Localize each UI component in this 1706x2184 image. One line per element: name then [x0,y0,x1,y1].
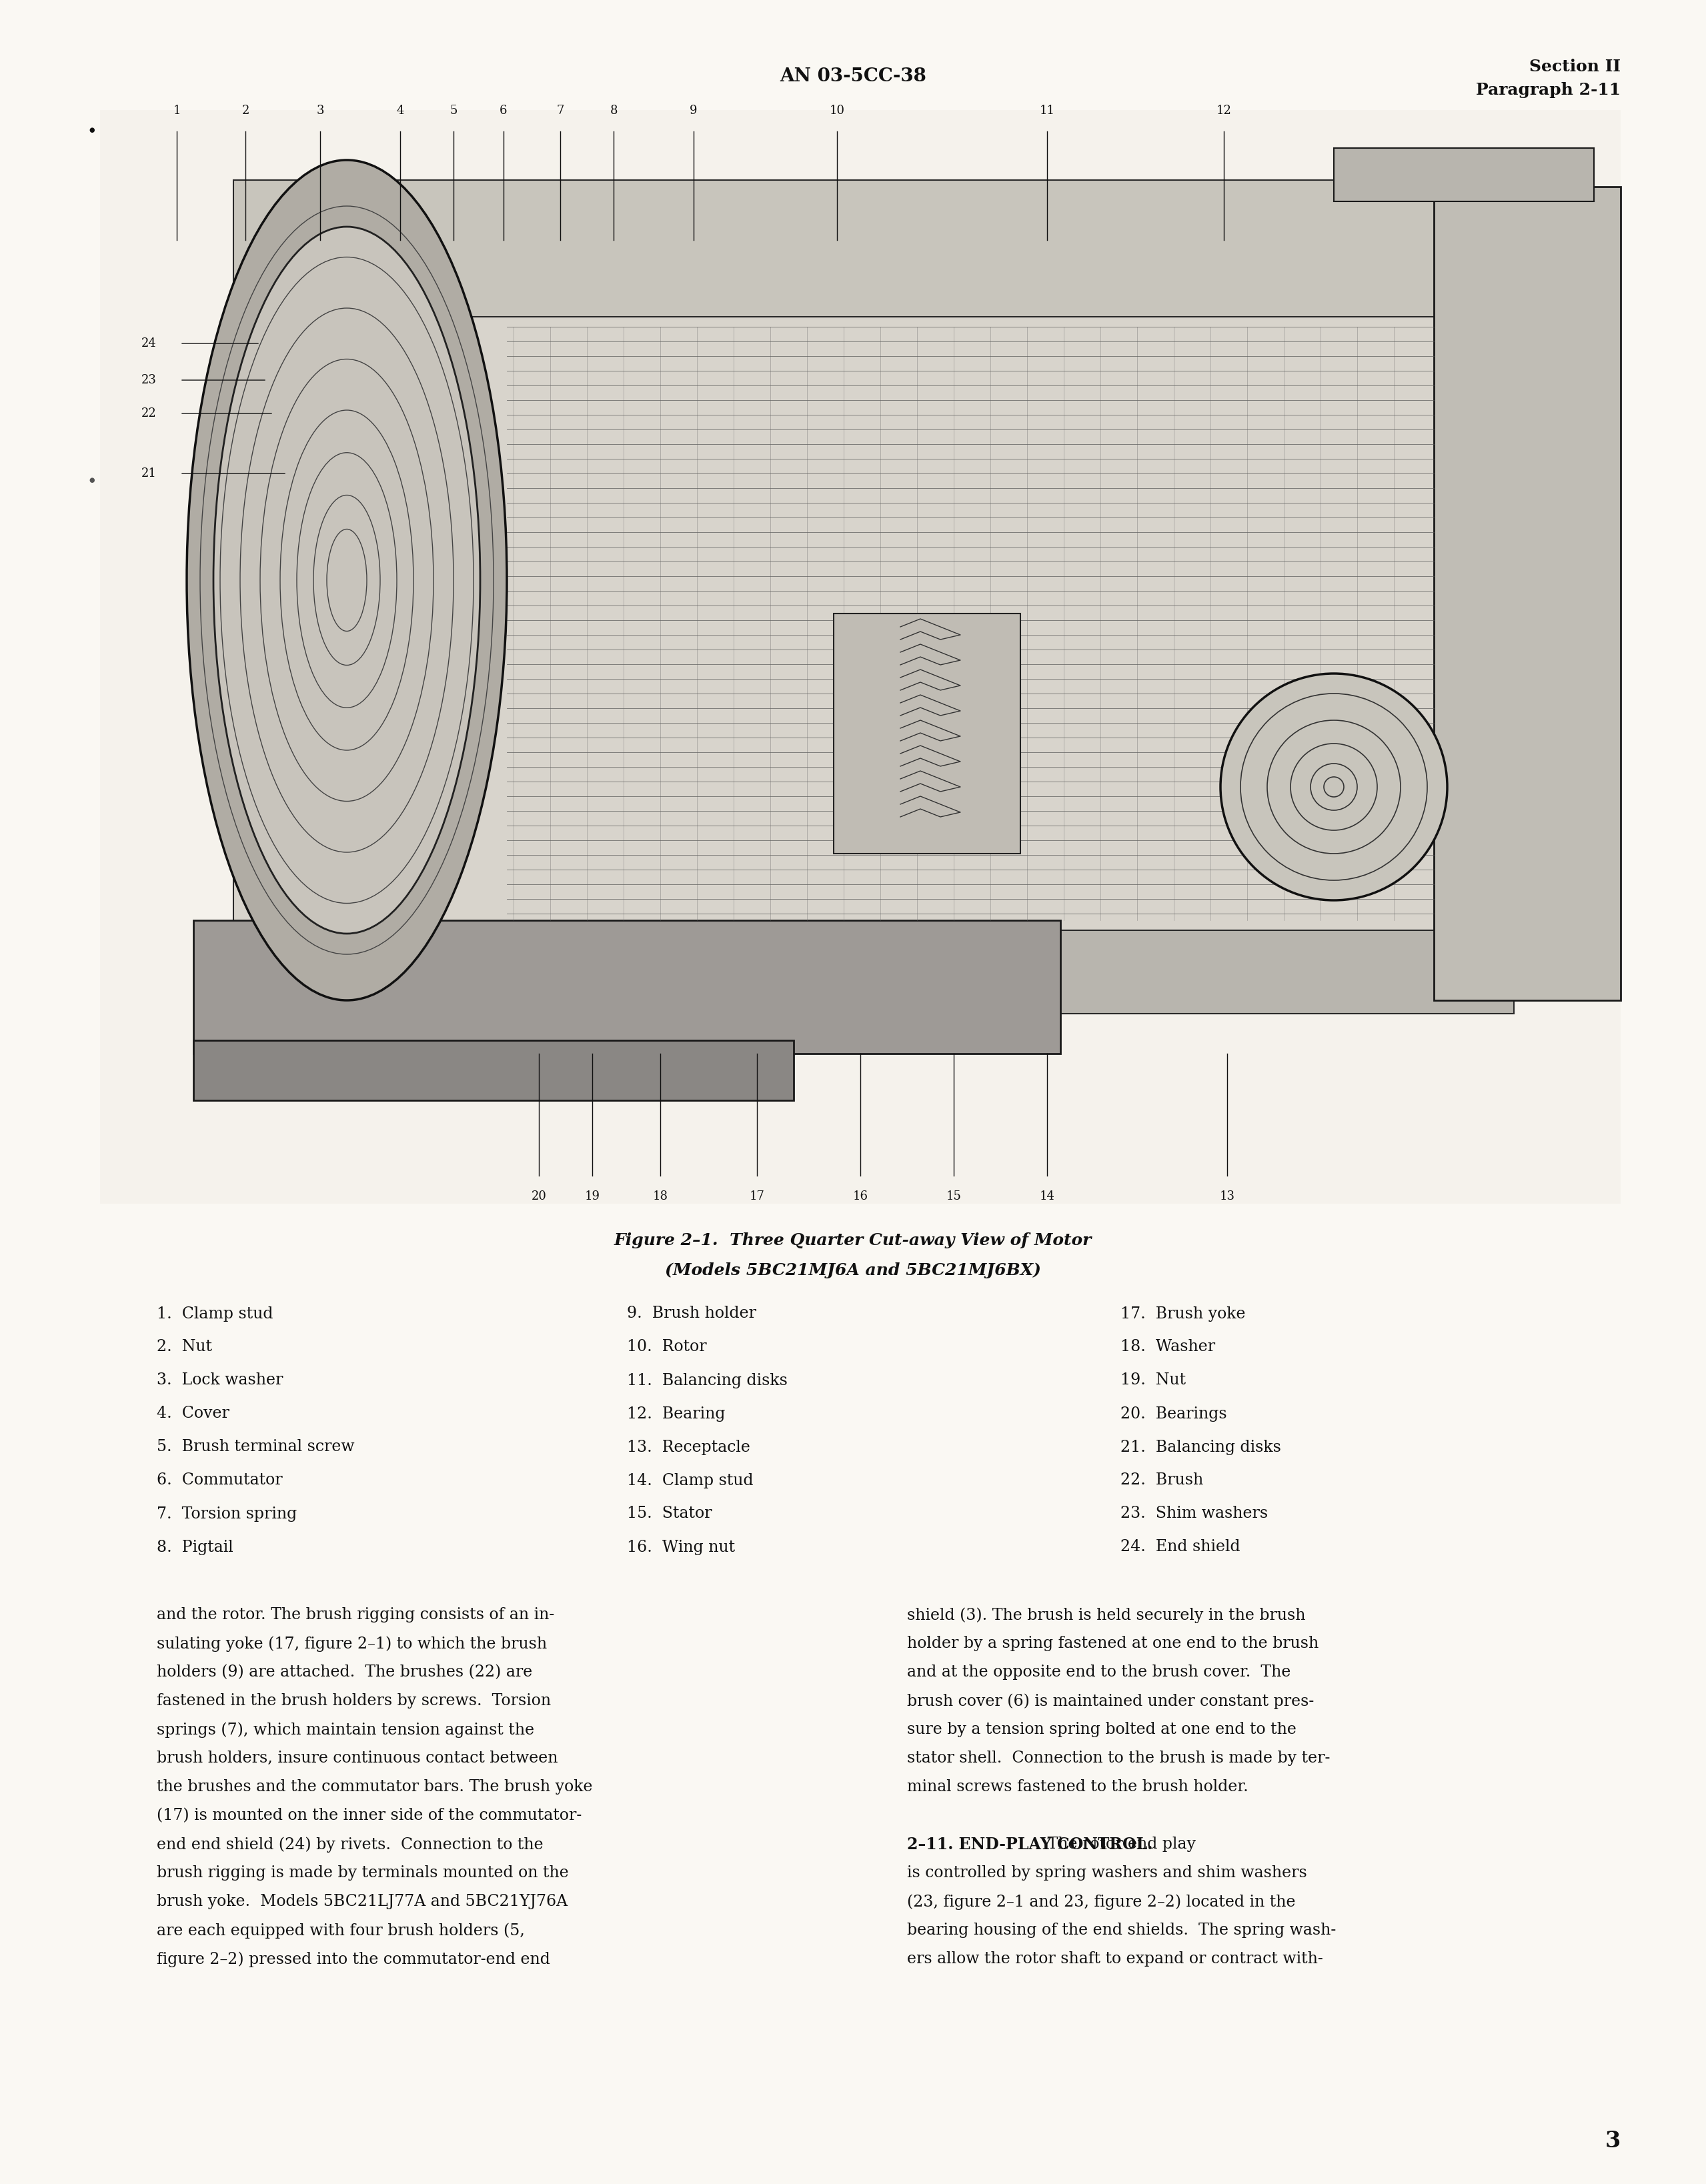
Text: 4: 4 [396,105,404,116]
FancyBboxPatch shape [834,614,1020,854]
Text: and the rotor. The brush rigging consists of an in-: and the rotor. The brush rigging consist… [157,1607,554,1623]
Text: 9.  Brush holder: 9. Brush holder [626,1306,756,1321]
Ellipse shape [186,159,507,1000]
Text: 18: 18 [653,1190,669,1203]
Text: 8: 8 [609,105,618,116]
Text: figure 2–2) pressed into the commutator-end end: figure 2–2) pressed into the commutator-… [157,1950,549,1968]
Text: 16: 16 [853,1190,868,1203]
Text: shield (3). The brush is held securely in the brush: shield (3). The brush is held securely i… [908,1607,1305,1623]
FancyBboxPatch shape [1334,149,1593,201]
Text: 5: 5 [450,105,457,116]
Text: 22: 22 [142,408,157,419]
Text: 6: 6 [500,105,507,116]
Text: 11: 11 [1039,105,1054,116]
Text: 2–11. END-PLAY CONTROL.: 2–11. END-PLAY CONTROL. [908,1837,1153,1852]
Text: ●: ● [89,476,96,483]
Text: 9: 9 [689,105,698,116]
Text: 2.  Nut: 2. Nut [157,1339,212,1354]
Text: minal screws fastened to the brush holder.: minal screws fastened to the brush holde… [908,1780,1249,1795]
Text: 23: 23 [142,373,157,387]
Text: 20: 20 [531,1190,546,1203]
Text: 17.  Brush yoke: 17. Brush yoke [1121,1306,1245,1321]
Text: 19.  Nut: 19. Nut [1121,1374,1186,1389]
Polygon shape [234,179,1513,321]
Text: sulating yoke (17, figure 2–1) to which the brush: sulating yoke (17, figure 2–1) to which … [157,1636,548,1651]
Text: springs (7), which maintain tension against the: springs (7), which maintain tension agai… [157,1721,534,1738]
Text: stator shell.  Connection to the brush is made by ter-: stator shell. Connection to the brush is… [908,1752,1331,1767]
FancyBboxPatch shape [193,919,1061,1053]
Text: 20.  Bearings: 20. Bearings [1121,1406,1227,1422]
Text: is controlled by spring washers and shim washers: is controlled by spring washers and shim… [908,1865,1307,1880]
Text: 22.  Brush: 22. Brush [1121,1472,1203,1487]
FancyBboxPatch shape [1435,186,1621,1000]
Text: 16.  Wing nut: 16. Wing nut [626,1540,735,1555]
Polygon shape [234,930,1513,1013]
Text: 6.  Commutator: 6. Commutator [157,1472,283,1487]
Text: 21: 21 [142,467,157,480]
Text: 4.  Cover: 4. Cover [157,1406,229,1422]
Text: (Models 5BC21MJ6A and 5BC21MJ6BX): (Models 5BC21MJ6A and 5BC21MJ6BX) [665,1262,1041,1278]
Text: 11.  Balancing disks: 11. Balancing disks [626,1374,788,1389]
Text: the brushes and the commutator bars. The brush yoke: the brushes and the commutator bars. The… [157,1780,592,1795]
Text: brush yoke.  Models 5BC21LJ77A and 5BC21YJ76A: brush yoke. Models 5BC21LJ77A and 5BC21Y… [157,1894,568,1909]
Text: brush cover (6) is maintained under constant pres-: brush cover (6) is maintained under cons… [908,1693,1314,1708]
Text: 21.  Balancing disks: 21. Balancing disks [1121,1439,1281,1455]
Text: 19: 19 [585,1190,601,1203]
Text: 17: 17 [749,1190,764,1203]
Text: bearing housing of the end shields.  The spring wash-: bearing housing of the end shields. The … [908,1922,1336,1937]
Text: sure by a tension spring bolted at one end to the: sure by a tension spring bolted at one e… [908,1721,1297,1736]
Text: 1: 1 [172,105,181,116]
Text: AN 03-5CC-38: AN 03-5CC-38 [780,68,926,85]
Text: 7.  Torsion spring: 7. Torsion spring [157,1507,297,1522]
Text: end end shield (24) by rivets.  Connection to the: end end shield (24) by rivets. Connectio… [157,1837,543,1852]
Text: are each equipped with four brush holders (5,: are each equipped with four brush holder… [157,1922,525,1937]
Text: The rotor end play: The rotor end play [1042,1837,1196,1852]
Text: 24: 24 [142,339,157,349]
Text: 3.  Lock washer: 3. Lock washer [157,1374,283,1389]
Text: 12.  Bearing: 12. Bearing [626,1406,725,1422]
Text: 12: 12 [1216,105,1232,116]
Text: 14: 14 [1039,1190,1054,1203]
FancyBboxPatch shape [234,317,1513,930]
Text: (23, figure 2–1 and 23, figure 2–2) located in the: (23, figure 2–1 and 23, figure 2–2) loca… [908,1894,1295,1909]
Text: 24.  End shield: 24. End shield [1121,1540,1240,1555]
Ellipse shape [213,227,479,933]
Text: holder by a spring fastened at one end to the brush: holder by a spring fastened at one end t… [908,1636,1319,1651]
Text: 13: 13 [1220,1190,1235,1203]
Text: 10.  Rotor: 10. Rotor [626,1339,706,1354]
Text: ers allow the rotor shaft to expand or contract with-: ers allow the rotor shaft to expand or c… [908,1950,1324,1966]
Text: fastened in the brush holders by screws.  Torsion: fastened in the brush holders by screws.… [157,1693,551,1708]
Text: 14.  Clamp stud: 14. Clamp stud [626,1472,754,1487]
Text: 3: 3 [316,105,324,116]
Text: Figure 2–1.  Three Quarter Cut-away View of Motor: Figure 2–1. Three Quarter Cut-away View … [614,1232,1092,1249]
Text: ●: ● [89,127,96,133]
Text: 8.  Pigtail: 8. Pigtail [157,1540,234,1555]
Ellipse shape [1220,673,1447,900]
Text: brush rigging is made by terminals mounted on the: brush rigging is made by terminals mount… [157,1865,568,1880]
Text: 7: 7 [556,105,565,116]
Bar [101,109,1621,1203]
Text: holders (9) are attached.  The brushes (22) are: holders (9) are attached. The brushes (2… [157,1664,532,1679]
Text: (17) is mounted on the inner side of the commutator-: (17) is mounted on the inner side of the… [157,1808,582,1824]
Text: 3: 3 [1605,2129,1621,2151]
Text: 2: 2 [242,105,249,116]
Text: 1.  Clamp stud: 1. Clamp stud [157,1306,273,1321]
Text: 15.  Stator: 15. Stator [626,1507,711,1522]
FancyBboxPatch shape [193,1040,793,1101]
Text: 10: 10 [829,105,844,116]
Text: Paragraph 2-11: Paragraph 2-11 [1476,83,1621,98]
Text: brush holders, insure continuous contact between: brush holders, insure continuous contact… [157,1752,558,1767]
Text: 23.  Shim washers: 23. Shim washers [1121,1507,1268,1522]
Text: 13.  Receptacle: 13. Receptacle [626,1439,751,1455]
Text: Section II: Section II [1529,59,1621,74]
Text: and at the opposite end to the brush cover.  The: and at the opposite end to the brush cov… [908,1664,1291,1679]
Text: 18.  Washer: 18. Washer [1121,1339,1215,1354]
Text: 5.  Brush terminal screw: 5. Brush terminal screw [157,1439,355,1455]
Text: 15: 15 [947,1190,962,1203]
